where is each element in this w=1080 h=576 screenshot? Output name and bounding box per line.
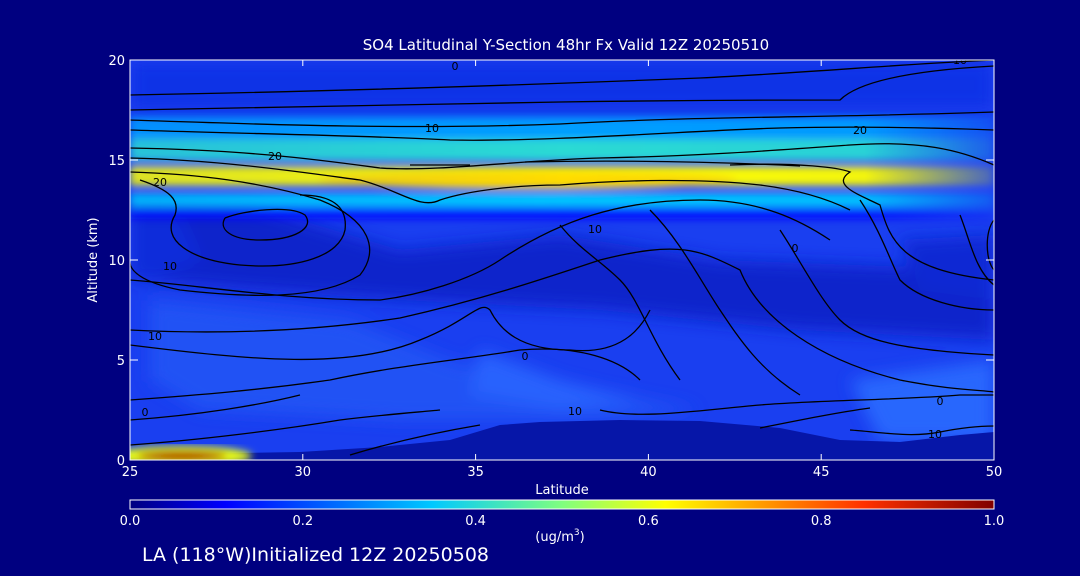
so4-band	[130, 117, 994, 219]
contour-label: 0	[937, 395, 944, 408]
hotspot-core	[136, 451, 227, 460]
x-tick-label: 45	[813, 465, 830, 480]
y-axis: 0 5 10 15 20	[108, 54, 994, 469]
so4-band-layer	[130, 117, 994, 139]
colorbar-tick-label: 1.0	[984, 514, 1005, 529]
y-tick-label: 20	[108, 54, 125, 69]
colorbar-unit: (ug/m3)	[535, 528, 584, 545]
colorbar-tick-label: 0.0	[120, 514, 141, 529]
x-axis-label: Latitude	[535, 483, 589, 498]
contour-label: 20	[268, 150, 282, 163]
contour-label: 10	[588, 223, 602, 236]
x-tick-label: 25	[122, 465, 139, 480]
y-tick-label: 5	[117, 354, 125, 369]
colorbar-tick-label: 0.2	[292, 514, 313, 529]
so4-band-layer	[130, 209, 994, 219]
contour-label: 20	[853, 124, 867, 137]
contour-label: 20	[153, 176, 167, 189]
contour-label: 10	[163, 260, 177, 273]
surface-hotspot	[130, 446, 252, 460]
contour-label: 10	[425, 122, 439, 135]
x-tick-label: 35	[467, 465, 484, 480]
so4-band-layer	[130, 139, 994, 161]
so4-band-core	[317, 171, 738, 189]
contour-label: 0	[792, 242, 799, 255]
colorbar-tick-label: 0.6	[638, 514, 659, 529]
colorbar-ticks: 0.0 0.2 0.4 0.6 0.8 1.0	[120, 514, 1005, 529]
y-axis-label: Altitude (km)	[86, 217, 101, 302]
contour-labels: 0 10 10 20 20 20 10 10 10 0 0 0 10 0 10	[142, 54, 968, 441]
y-tick-label: 0	[117, 454, 125, 469]
contour-label: 0	[142, 406, 149, 419]
x-tick-label: 40	[640, 465, 657, 480]
contour-label: 0	[452, 60, 459, 73]
terrain	[130, 420, 994, 460]
x-tick-label: 30	[295, 465, 312, 480]
y-tick-label: 10	[108, 254, 125, 269]
colorbar-tick-label: 0.8	[811, 514, 832, 529]
footer-init-text: LA (118°W)Initialized 12Z 20250508	[142, 544, 489, 566]
contour-label: 10	[568, 405, 582, 418]
plot-area: 0 10 10 20 20 20 10 10 10 0 0 0 10 0 10	[130, 54, 994, 460]
colorbar-tick-label: 0.4	[465, 514, 486, 529]
colorbar	[129, 499, 995, 510]
contour-label: 10	[953, 54, 967, 67]
so4-band-layer	[130, 193, 994, 207]
contour-lines	[130, 60, 994, 456]
contour-label: 10	[148, 330, 162, 343]
contour-label: 0	[522, 350, 529, 363]
y-tick-label: 15	[108, 154, 125, 169]
chart-title: SO4 Latitudinal Y-Section 48hr Fx Valid …	[363, 36, 769, 54]
contour-label: 10	[928, 428, 942, 441]
x-axis: 25 30 35 40 45 50	[122, 60, 1003, 480]
x-tick-label: 50	[986, 465, 1003, 480]
